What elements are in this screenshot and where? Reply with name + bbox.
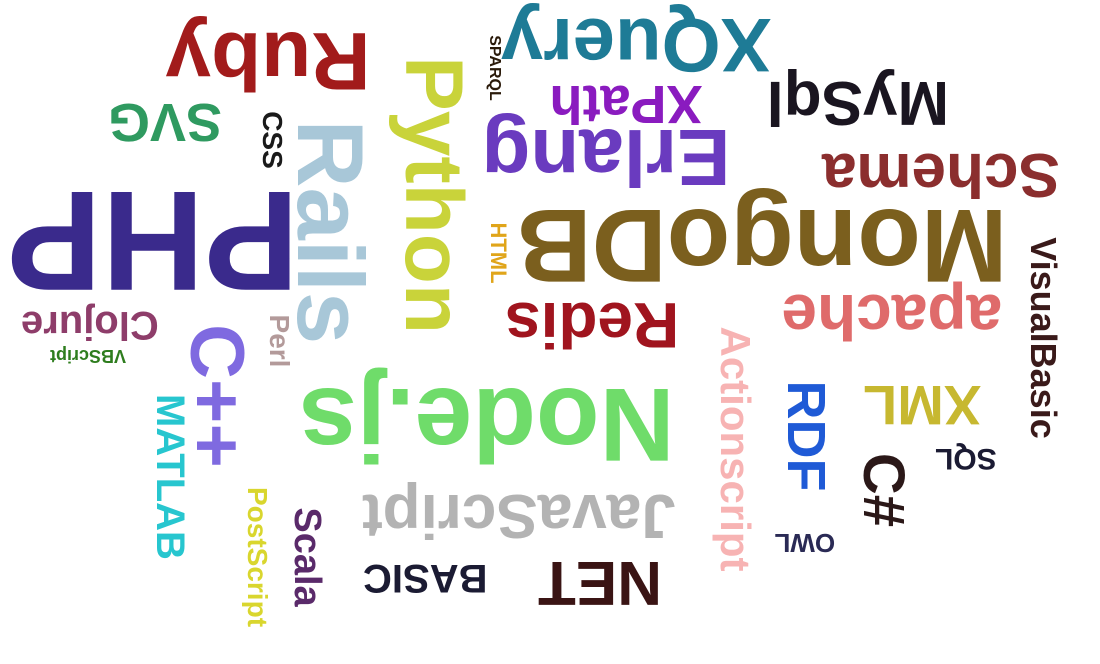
word-schema: Schema	[822, 140, 1060, 209]
word-scala: Scala	[286, 507, 329, 607]
word-sql: SQL	[935, 442, 997, 475]
word-nodejs: Node.js	[299, 366, 675, 482]
word-basic: BASIC	[363, 556, 488, 600]
word-apache: apache	[781, 281, 1003, 353]
word-vbscript: VBScript	[50, 346, 127, 366]
word-csharp: C#	[851, 452, 917, 528]
word-php: PHP	[7, 161, 299, 320]
word-mysql: MySql	[766, 68, 950, 137]
word-net: NET	[538, 548, 662, 617]
word-visualbasic: VisualBasic	[1023, 237, 1065, 439]
word-perl: Perl	[263, 314, 295, 368]
word-xquery: XQuery	[501, 2, 772, 87]
word-redis: Redis	[505, 289, 680, 361]
word-svg: SVG	[108, 92, 223, 152]
word-postscript: PostScript	[242, 486, 274, 628]
word-rails: Rails	[277, 119, 383, 345]
word-owl: OWL	[774, 528, 836, 558]
word-clojure: Clojure	[21, 303, 159, 347]
word-javascript: JavaScript	[362, 481, 676, 550]
word-python: Python	[387, 56, 479, 334]
word-css: CSS	[256, 111, 288, 169]
word-xml: XML	[863, 374, 982, 437]
word-matlab: MATLAB	[147, 394, 192, 560]
word-ruby: Ruby	[165, 15, 371, 106]
word-rdf: RDF	[775, 380, 836, 492]
word-xpath: XPath	[549, 74, 703, 134]
word-sparql: SPARQL	[486, 35, 504, 101]
word-actionscript: Actionscript	[712, 326, 760, 572]
word-html: HTML	[486, 222, 512, 284]
